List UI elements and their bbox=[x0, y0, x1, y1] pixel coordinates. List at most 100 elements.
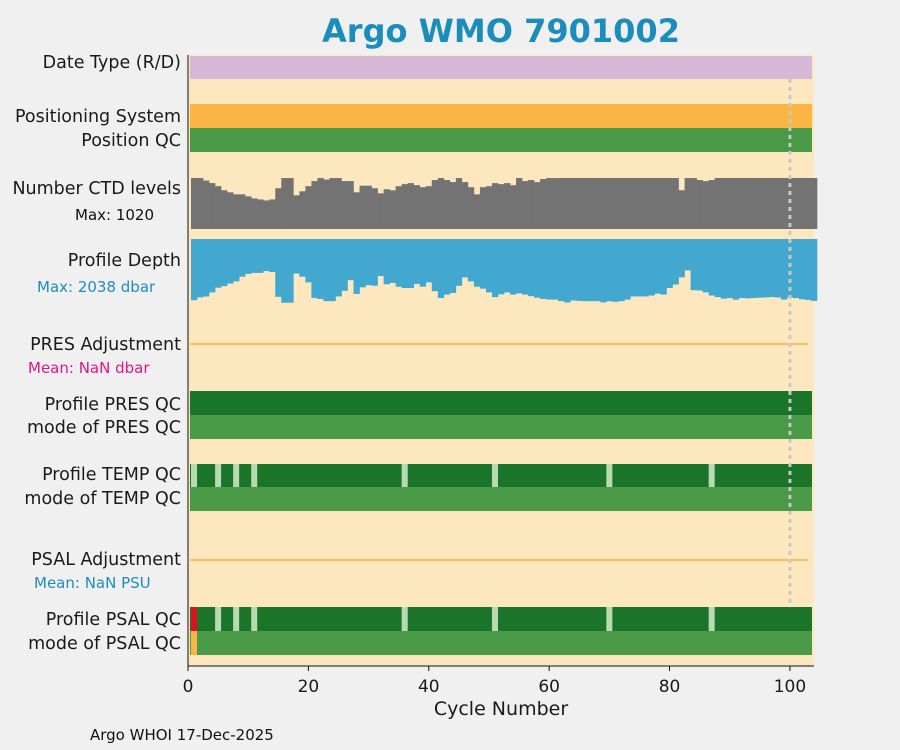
ctd-levels-bar bbox=[678, 190, 685, 229]
ctd-levels-bar bbox=[227, 192, 234, 229]
ctd-levels-bar bbox=[516, 178, 523, 229]
ctd-levels-bar bbox=[371, 188, 378, 229]
psal-qc-highlight bbox=[491, 607, 498, 631]
ctd-levels-bar bbox=[323, 179, 330, 229]
ctd-levels-bar bbox=[389, 190, 396, 229]
ctd-levels-bar bbox=[269, 199, 276, 229]
profile-depth-bar bbox=[618, 239, 625, 302]
ctd-levels-bar bbox=[768, 178, 776, 229]
ctd-levels-bar bbox=[215, 186, 222, 229]
label-positioning-system: Positioning System bbox=[14, 107, 181, 127]
profile-depth-bar bbox=[227, 239, 234, 284]
ctd-levels-bar bbox=[564, 178, 571, 229]
ctd-levels-bar bbox=[684, 178, 691, 229]
profile-depth-bar bbox=[407, 239, 415, 288]
ctd-levels-bar bbox=[431, 180, 439, 229]
profile-depth-bar bbox=[383, 239, 390, 285]
profile-depth-bar bbox=[341, 239, 348, 291]
profile-depth-bar bbox=[293, 239, 300, 274]
profile-depth-bar bbox=[714, 239, 722, 298]
profile-depth-bar bbox=[786, 239, 794, 298]
profile-depth-bar bbox=[534, 239, 541, 298]
ctd-levels-bar bbox=[299, 191, 306, 229]
profile-depth-bar bbox=[395, 239, 402, 287]
label-ctd-levels: Number CTD levels bbox=[12, 179, 181, 199]
profile-depth-bar bbox=[804, 239, 812, 300]
date-type-band bbox=[190, 56, 812, 79]
label-pres-adjustment: PRES Adjustment bbox=[30, 335, 181, 355]
psal-qc-highlight bbox=[215, 607, 222, 631]
ctd-levels-bar bbox=[606, 178, 613, 229]
ctd-levels-bar bbox=[762, 178, 770, 229]
profile-depth-bar bbox=[437, 239, 445, 299]
ctd-levels-bar bbox=[588, 178, 595, 229]
profile-depth-bar bbox=[425, 239, 433, 283]
ctd-levels-bar bbox=[287, 178, 294, 229]
ctd-levels-bar bbox=[750, 178, 758, 229]
ctd-levels-bar bbox=[305, 186, 312, 229]
profile-depth-bar bbox=[594, 239, 601, 302]
ctd-levels-bar bbox=[732, 178, 740, 229]
ctd-levels-bar bbox=[395, 186, 402, 229]
ctd-levels-bar bbox=[461, 182, 469, 229]
ctd-levels-bar bbox=[443, 180, 451, 229]
label-profile-psal-qc: Profile PSAL QC bbox=[45, 610, 181, 630]
profile-depth-bar bbox=[522, 239, 529, 295]
ctd-levels-bar bbox=[540, 179, 547, 229]
position-qc-band bbox=[190, 128, 812, 152]
profile-depth-bar bbox=[461, 239, 469, 278]
profile-depth-bar bbox=[744, 239, 752, 299]
label-mode-pres-qc: mode of PRES QC bbox=[26, 418, 181, 438]
profile-depth-bar bbox=[558, 239, 565, 302]
ctd-levels-bar bbox=[455, 178, 463, 229]
ctd-levels-bar bbox=[636, 178, 643, 229]
label-mode-temp-qc: mode of TEMP QC bbox=[24, 489, 181, 509]
profile-depth-bar bbox=[317, 239, 324, 299]
profile-depth-bar bbox=[768, 239, 776, 298]
ctd-levels-bar bbox=[756, 178, 764, 229]
temp-qc-highlight bbox=[606, 464, 613, 487]
ctd-levels-bar bbox=[534, 182, 541, 229]
profile-depth-bar bbox=[636, 239, 643, 297]
ctd-levels-bar bbox=[437, 178, 445, 229]
profile-depth-bar bbox=[389, 239, 396, 283]
ctd-levels-bar bbox=[696, 180, 703, 229]
profile-temp-qc-band bbox=[190, 464, 812, 487]
ctd-levels-bar bbox=[401, 184, 409, 229]
profile-depth-bar bbox=[203, 239, 210, 297]
x-tick-label: 60 bbox=[538, 677, 560, 697]
ctd-levels-bar bbox=[491, 183, 499, 229]
profile-depth-bar bbox=[576, 239, 583, 301]
profile-depth-bar bbox=[275, 239, 282, 297]
profile-depth-bar bbox=[209, 239, 216, 293]
ctd-levels-bar bbox=[329, 178, 336, 229]
psal-adjustment-mean: Mean: NaN PSU bbox=[34, 574, 151, 592]
psal-qc-highlight bbox=[251, 607, 258, 631]
plot-area: 0 20 40 60 80 100 bbox=[183, 55, 818, 697]
profile-depth-bar bbox=[269, 239, 276, 272]
profile-depth-bar bbox=[612, 239, 619, 302]
profile-depth-bar bbox=[642, 239, 649, 297]
profile-depth-bar bbox=[239, 239, 246, 277]
profile-depth-bar bbox=[684, 239, 691, 271]
ctd-levels-bar bbox=[726, 178, 734, 229]
profile-depth-bar bbox=[245, 239, 252, 274]
profile-depth-bar bbox=[263, 239, 270, 272]
x-tick-label: 20 bbox=[298, 677, 320, 697]
profile-depth-bar bbox=[449, 239, 457, 294]
profile-depth-bar bbox=[696, 239, 703, 291]
chart-title: Argo WMO 7901002 bbox=[322, 12, 680, 50]
ctd-levels-bar bbox=[251, 198, 258, 229]
ctd-levels-bar bbox=[582, 178, 589, 229]
ctd-levels-bar bbox=[642, 178, 649, 229]
ctd-levels-bar bbox=[558, 178, 565, 229]
x-tick-label: 100 bbox=[774, 677, 806, 697]
ctd-levels-bar bbox=[203, 180, 210, 229]
profile-depth-bar bbox=[588, 239, 595, 302]
profile-depth-bar bbox=[606, 239, 613, 302]
profile-depth-bar bbox=[546, 239, 553, 300]
profile-depth-bar bbox=[762, 239, 770, 298]
profile-depth-bar bbox=[690, 239, 697, 291]
temp-qc-highlight bbox=[708, 464, 715, 487]
profile-depth-bar bbox=[299, 239, 306, 277]
